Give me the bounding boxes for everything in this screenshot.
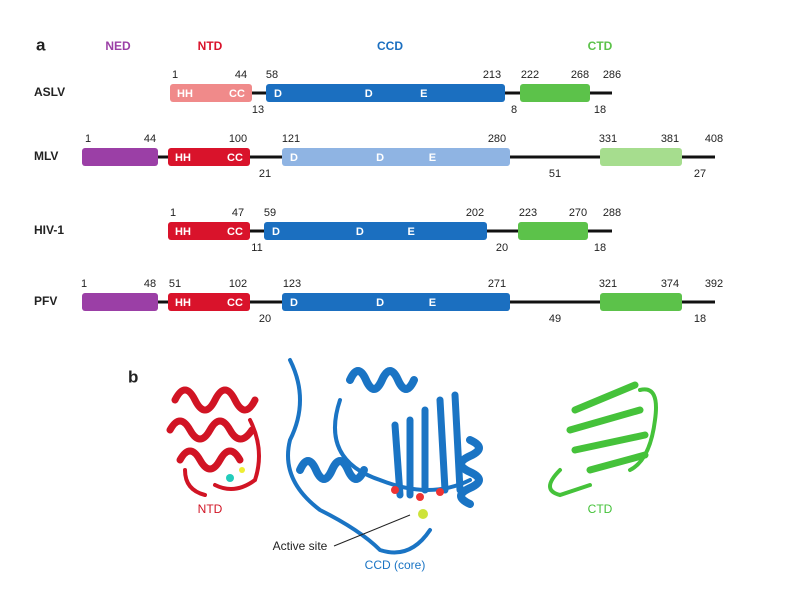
domain-header: NED <box>105 39 131 53</box>
domain-inner-label: E <box>429 297 436 309</box>
residue-label: 59 <box>264 207 276 219</box>
ccd-structure <box>286 358 483 555</box>
residue-label: 100 <box>229 133 247 145</box>
pointer-line <box>333 514 411 547</box>
domain-inner-label: CC <box>229 88 245 100</box>
panel-label: a <box>36 35 46 54</box>
domain-inner-label: D <box>272 226 280 238</box>
domain-inner-label: HH <box>175 152 191 164</box>
linker-label: 20 <box>496 242 508 254</box>
ctd-structure <box>548 381 658 498</box>
domain-inner-label: D <box>365 88 373 100</box>
residue-label: 51 <box>169 278 181 290</box>
linker-label: 18 <box>594 242 606 254</box>
row-name: HIV-1 <box>34 223 64 237</box>
annotation: Active site <box>273 539 328 553</box>
residue-label: 271 <box>488 278 506 290</box>
residue-label: 381 <box>661 133 679 145</box>
residue-label: 1 <box>170 207 176 219</box>
row-name: MLV <box>34 149 58 163</box>
linker-label: 11 <box>251 242 262 254</box>
domain-header: NTD <box>198 39 223 53</box>
domain-header: CTD <box>588 39 613 53</box>
structure-label: CCD (core) <box>365 558 426 572</box>
residue-label: 374 <box>661 278 679 290</box>
row-name: ASLV <box>34 85 65 99</box>
residue-label: 288 <box>603 207 621 219</box>
linker-label: 18 <box>594 104 606 116</box>
domain-block <box>168 148 250 166</box>
residue-label: 286 <box>603 69 621 81</box>
domain-inner-label: CC <box>227 297 243 309</box>
residue-label: 222 <box>521 69 539 81</box>
structure-label: CTD <box>588 502 613 516</box>
residue-label: 392 <box>705 278 723 290</box>
domain-header: CCD <box>377 39 403 53</box>
domain-block <box>170 84 252 102</box>
residue-label: 321 <box>599 278 617 290</box>
residue-label: 223 <box>519 207 537 219</box>
domain-inner-label: HH <box>175 226 191 238</box>
domain-block <box>168 293 250 311</box>
linker-label: 8 <box>511 104 517 116</box>
linker-label: 49 <box>549 313 561 325</box>
residue-label: 102 <box>229 278 247 290</box>
domain-inner-label: D <box>356 226 364 238</box>
row-name: PFV <box>34 294 57 308</box>
domain-inner-label: D <box>376 152 384 164</box>
domain-inner-label: HH <box>177 88 193 100</box>
linker-label: 13 <box>252 104 264 116</box>
domain-block <box>600 148 682 166</box>
residue-label: 408 <box>705 133 723 145</box>
residue-label: 1 <box>85 133 91 145</box>
residue-label: 213 <box>483 69 501 81</box>
domain-block <box>82 293 158 311</box>
panel-label: b <box>128 367 138 386</box>
domain-inner-label: E <box>408 226 415 238</box>
domain-inner-label: E <box>420 88 427 100</box>
domain-block <box>264 222 487 240</box>
structure-label: NTD <box>198 502 223 516</box>
ntd-structure <box>166 386 261 497</box>
residue-label: 270 <box>569 207 587 219</box>
residue-label: 44 <box>235 69 247 81</box>
domain-inner-label: D <box>376 297 384 309</box>
domain-inner-label: D <box>290 152 298 164</box>
domain-inner-label: D <box>290 297 298 309</box>
linker-label: 20 <box>259 313 271 325</box>
domain-inner-label: E <box>429 152 436 164</box>
domain-block <box>82 148 158 166</box>
domain-inner-label: HH <box>175 297 191 309</box>
linker-label: 18 <box>694 313 706 325</box>
residue-label: 1 <box>172 69 178 81</box>
domain-block <box>168 222 250 240</box>
residue-label: 123 <box>283 278 301 290</box>
domain-block <box>600 293 682 311</box>
residue-label: 280 <box>488 133 506 145</box>
linker-label: 27 <box>694 168 706 180</box>
residue-label: 268 <box>571 69 589 81</box>
residue-label: 47 <box>232 207 244 219</box>
residue-label: 48 <box>144 278 156 290</box>
domain-block <box>282 148 510 166</box>
residue-label: 58 <box>266 69 278 81</box>
linker-label: 51 <box>549 168 561 180</box>
residue-label: 121 <box>282 133 300 145</box>
domain-inner-label: CC <box>227 226 243 238</box>
domain-block <box>266 84 505 102</box>
domain-inner-label: CC <box>227 152 243 164</box>
residue-label: 331 <box>599 133 617 145</box>
residue-label: 44 <box>144 133 156 145</box>
domain-inner-label: D <box>274 88 282 100</box>
residue-label: 1 <box>81 278 87 290</box>
residue-label: 202 <box>466 207 484 219</box>
domain-block <box>518 222 588 240</box>
domain-block <box>520 84 590 102</box>
domain-block <box>282 293 510 311</box>
linker-label: 21 <box>259 168 271 180</box>
